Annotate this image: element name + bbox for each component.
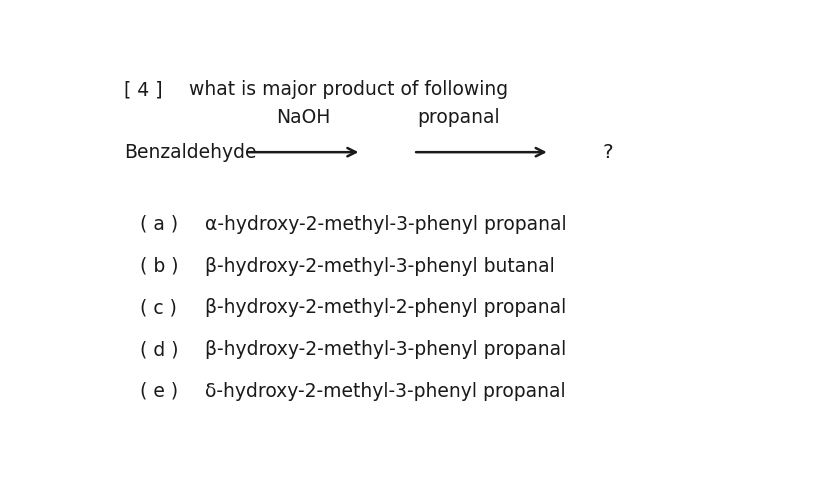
Text: what is major product of following: what is major product of following	[189, 80, 509, 99]
Text: ?: ?	[603, 142, 613, 162]
Text: β-hydroxy-2-methyl-3-phenyl propanal: β-hydroxy-2-methyl-3-phenyl propanal	[205, 340, 566, 359]
Text: β-hydroxy-2-methyl-3-phenyl butanal: β-hydroxy-2-methyl-3-phenyl butanal	[205, 256, 555, 276]
Text: ( b ): ( b )	[141, 256, 179, 276]
Text: ( d ): ( d )	[141, 340, 179, 359]
Text: Benzaldehyde: Benzaldehyde	[124, 142, 256, 162]
Text: β-hydroxy-2-methyl-2-phenyl propanal: β-hydroxy-2-methyl-2-phenyl propanal	[205, 298, 566, 317]
Text: ( e ): ( e )	[141, 382, 178, 401]
Text: propanal: propanal	[417, 108, 500, 128]
Text: ( c ): ( c )	[141, 298, 178, 317]
Text: δ-hydroxy-2-methyl-3-phenyl propanal: δ-hydroxy-2-methyl-3-phenyl propanal	[205, 382, 566, 401]
Text: [ 4 ]: [ 4 ]	[124, 80, 163, 99]
Text: ( a ): ( a )	[141, 215, 178, 234]
Text: NaOH: NaOH	[276, 108, 330, 128]
Text: α-hydroxy-2-methyl-3-phenyl propanal: α-hydroxy-2-methyl-3-phenyl propanal	[205, 215, 567, 234]
